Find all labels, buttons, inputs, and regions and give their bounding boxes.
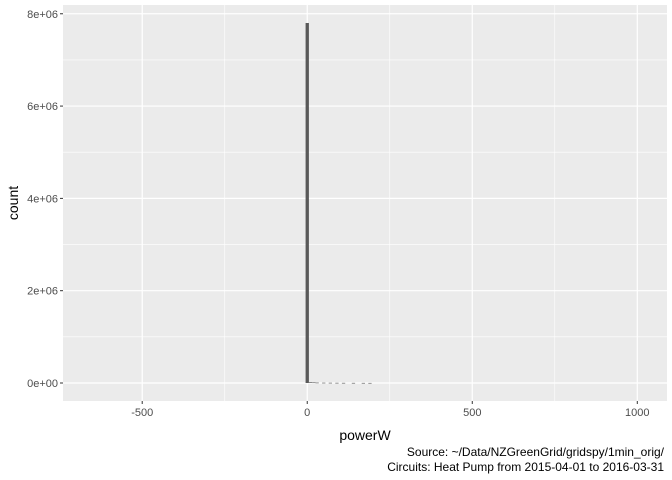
histogram-bar bbox=[341, 382, 346, 384]
caption-source: Source: ~/Data/NZGreenGrid/gridspy/1min_… bbox=[407, 445, 665, 459]
x-tick-label: -500 bbox=[131, 407, 153, 419]
major-grid bbox=[63, 5, 667, 401]
histogram-bars bbox=[305, 23, 372, 384]
x-axis-title: powerW bbox=[339, 427, 391, 443]
y-tick-label: 8e+06 bbox=[27, 9, 58, 21]
histogram-bar bbox=[322, 382, 326, 384]
minor-grid bbox=[63, 5, 667, 401]
histogram-bar bbox=[368, 382, 372, 384]
histogram-bar bbox=[312, 382, 316, 384]
histogram-bar bbox=[308, 382, 313, 383]
panel-background bbox=[63, 5, 667, 401]
y-tick-label: 0e+00 bbox=[27, 378, 58, 390]
histogram-bar bbox=[315, 382, 319, 384]
caption-circuits: Circuits: Heat Pump from 2015-04-01 to 2… bbox=[387, 460, 664, 474]
y-axis-title: count bbox=[5, 186, 21, 220]
x-tick-label: 500 bbox=[463, 407, 481, 419]
x-axis: -500 0 500 1000 bbox=[131, 401, 650, 419]
y-tick-label: 6e+06 bbox=[27, 101, 58, 113]
histogram-bar bbox=[361, 382, 365, 384]
histogram-bar bbox=[305, 23, 309, 383]
x-tick-label: 1000 bbox=[625, 407, 649, 419]
y-tick-label: 4e+06 bbox=[27, 193, 58, 205]
y-axis: 0e+00 2e+06 4e+06 6e+06 8e+06 bbox=[27, 9, 63, 390]
histogram-bar bbox=[335, 382, 339, 384]
histogram-bar bbox=[328, 382, 332, 384]
histogram-bar bbox=[351, 382, 356, 384]
x-tick-label: 0 bbox=[304, 407, 310, 419]
y-tick-label: 2e+06 bbox=[27, 286, 58, 298]
